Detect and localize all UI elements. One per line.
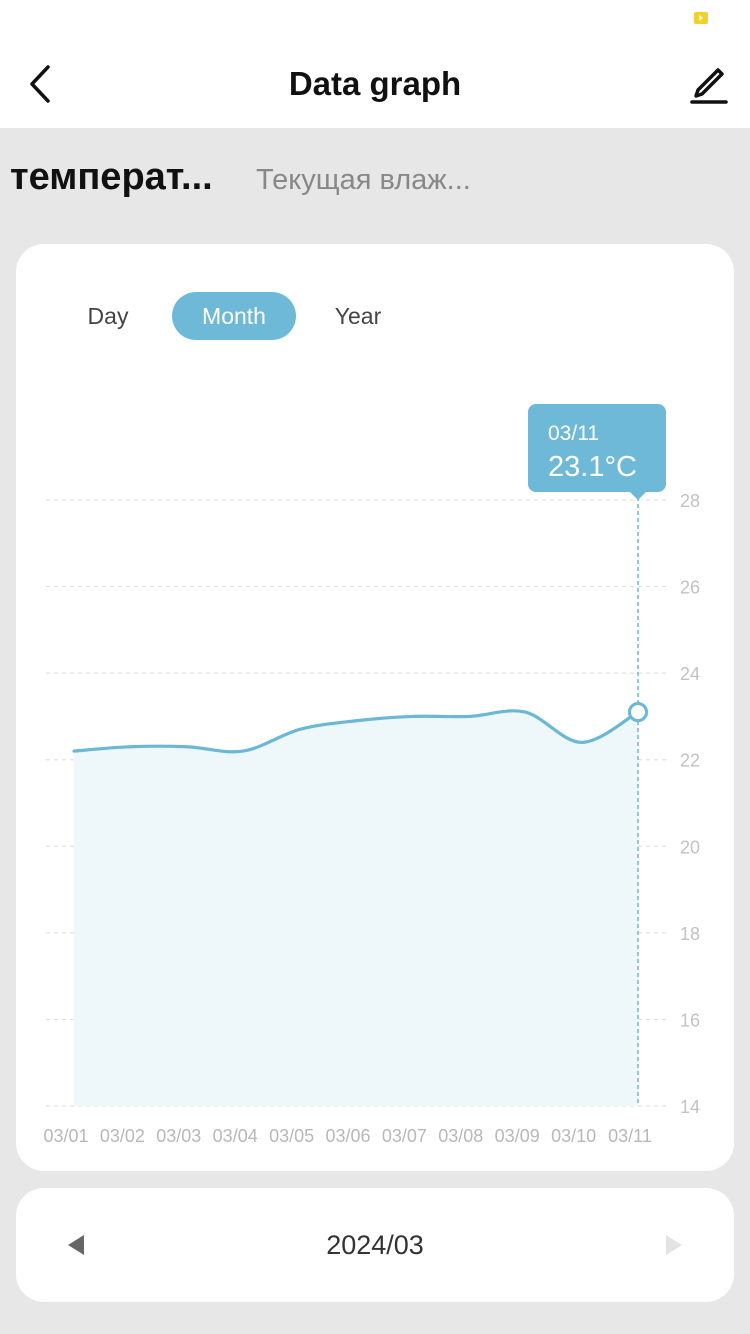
nav-bar: Data graph: [0, 40, 750, 128]
x-tick-label: 03/07: [382, 1126, 427, 1146]
x-tick-label: 03/04: [213, 1126, 258, 1146]
tooltip-pointer: [630, 492, 646, 500]
x-tick-label: 03/11: [608, 1126, 652, 1146]
y-tick-label: 14: [680, 1097, 700, 1117]
current-period-label: 2024/03: [326, 1230, 424, 1260]
chevron-left-icon: [30, 65, 50, 103]
period-day-button[interactable]: Day: [87, 303, 129, 329]
next-period-button[interactable]: [654, 1225, 694, 1265]
chart-card: Day Month Year 14 16 18 20 22 24 26 28 03/01 03/0…: [16, 244, 734, 1171]
temperature-chart[interactable]: 14 16 18 20 22 24 26 28 03/01 03/02 03/03 03/04 03/0…: [16, 244, 734, 1171]
status-bar: [0, 0, 750, 40]
metric-tab-temperature[interactable]: температ...: [10, 156, 213, 198]
y-tick-label: 26: [680, 578, 700, 598]
tooltip-box: [528, 404, 666, 492]
period-year-button[interactable]: Year: [334, 303, 382, 329]
selected-point-marker: [628, 702, 648, 723]
metric-tabs: температ... Текущая влаж...: [0, 150, 750, 214]
battery-icon: [694, 12, 708, 24]
x-tick-label: 03/09: [495, 1126, 540, 1146]
y-tick-label: 28: [680, 491, 700, 511]
previous-period-button[interactable]: [56, 1225, 96, 1265]
period-navigator: 2024/03: [16, 1188, 734, 1302]
pencil-icon: [690, 68, 728, 104]
back-button[interactable]: [22, 62, 62, 106]
y-tick-label: 20: [680, 837, 700, 857]
x-tick-label: 03/10: [551, 1126, 596, 1146]
x-tick-label: 03/08: [438, 1126, 483, 1146]
series-line: [72, 709, 640, 754]
x-tick-label: 03/03: [156, 1126, 201, 1146]
triangle-left-icon: [68, 1235, 84, 1255]
edit-button[interactable]: [684, 60, 734, 108]
tooltip-date: 03/11: [548, 422, 599, 445]
tooltip-value: 23.1°C: [548, 451, 637, 483]
x-tick-label: 03/02: [100, 1126, 145, 1146]
page-title: Data graph: [288, 65, 462, 102]
triangle-right-icon: [666, 1235, 682, 1255]
metric-tab-humidity[interactable]: Текущая влаж...: [256, 164, 471, 196]
x-tick-label: 03/06: [325, 1126, 370, 1146]
x-tick-label: 03/05: [269, 1126, 314, 1146]
y-tick-label: 22: [680, 751, 700, 771]
y-tick-label: 16: [680, 1010, 700, 1030]
y-tick-label: 18: [680, 924, 700, 944]
y-tick-label: 24: [680, 664, 700, 684]
x-tick-label: 03/01: [43, 1126, 88, 1146]
period-month-button[interactable]: Month: [172, 292, 296, 340]
series-area: [74, 710, 638, 1106]
